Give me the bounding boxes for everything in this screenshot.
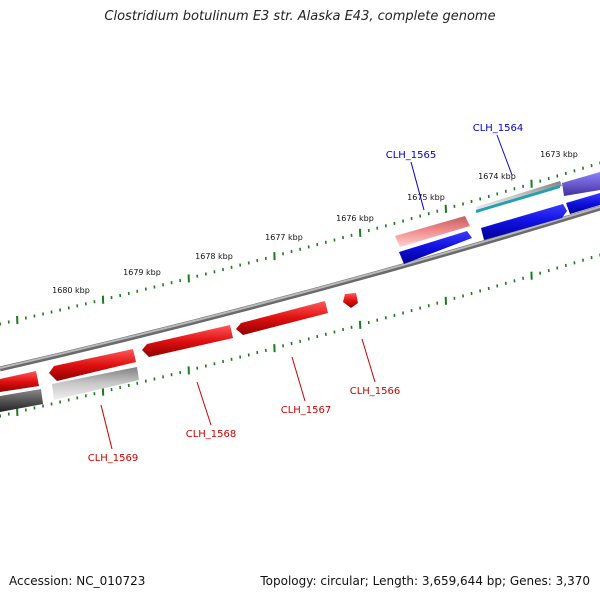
gene-label-clh-1565[interactable]: CLH_1565 [386,150,437,161]
gene-feature[interactable] [566,193,600,214]
tick-label: 1677 kbp [265,233,303,242]
outer-tick-ring [0,161,600,326]
inner-tick-ring [0,253,600,418]
gene-feature[interactable] [476,185,560,213]
gene-label-clh-1566[interactable]: CLH_1566 [350,386,401,397]
gene-feature[interactable] [0,389,43,412]
gene-label-clh-1569[interactable]: CLH_1569 [88,453,139,464]
gene-callouts [100,134,513,450]
gene-label-clh-1568[interactable]: CLH_1568 [186,429,237,440]
genome-summary-text: Topology: circular; Length: 3,659,644 bp… [260,574,590,588]
tick-label: 1675 kbp [407,193,445,202]
gene-feature[interactable] [395,216,470,247]
genome-backbone [0,205,600,372]
gene-feature[interactable] [399,231,472,264]
gene-feature[interactable] [49,349,136,381]
gene-label-clh-1564[interactable]: CLH_1564 [473,123,524,134]
map-title: Clostridium botulinum E3 str. Alaska E43… [104,9,496,24]
gene-feature[interactable] [343,293,358,308]
tick-label: 1680 kbp [52,286,90,295]
forward-strand-track [395,172,600,264]
tick-label: 1679 kbp [123,268,161,277]
gene-feature[interactable] [236,301,328,335]
gene-feature[interactable] [0,371,39,392]
tick-label: 1676 kbp [336,214,374,223]
tick-label: 1674 kbp [478,172,516,181]
gene-feature[interactable] [481,204,567,240]
accession-text: Accession: NC_010723 [9,574,146,588]
gene-feature[interactable] [142,325,233,357]
gene-label-clh-1567[interactable]: CLH_1567 [281,405,332,416]
tick-label: 1678 kbp [195,252,233,261]
reverse-strand-track [0,293,358,412]
gene-feature[interactable] [52,367,139,400]
tick-label: 1673 kbp [540,150,578,159]
gene-feature[interactable] [562,172,600,196]
